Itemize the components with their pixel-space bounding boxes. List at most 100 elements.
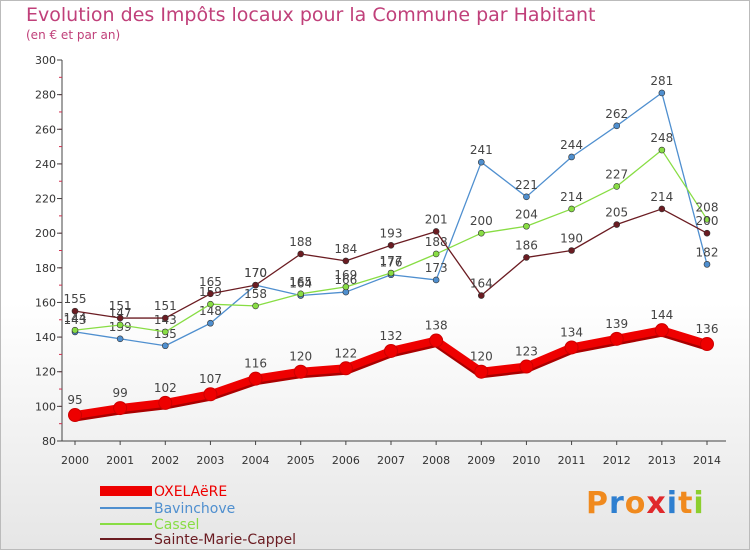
y-tick-label: 80 [42, 435, 56, 448]
data-point [293, 364, 308, 379]
data-label: 214 [650, 190, 673, 204]
data-point [523, 193, 530, 201]
data-point [248, 371, 263, 386]
data-label: 170 [244, 266, 267, 280]
data-label: 144 [650, 308, 673, 322]
data-point [613, 122, 621, 130]
data-point [161, 328, 169, 336]
data-label: 132 [380, 329, 403, 343]
data-label: 116 [244, 357, 267, 371]
data-label: 144 [64, 311, 87, 325]
data-label: 151 [109, 299, 132, 313]
data-point [207, 319, 214, 327]
legend-entry: Bavinchove [154, 501, 235, 517]
data-point [116, 314, 124, 322]
data-point [568, 153, 575, 161]
data-label: 182 [696, 245, 719, 259]
legend-entry: OXELAëRE [154, 484, 227, 500]
data-label: 143 [64, 313, 87, 327]
chart-subtitle: (en € et par an) [26, 28, 121, 42]
chart-title: Evolution des Impôts locaux pour la Comm… [26, 4, 596, 26]
data-point [613, 183, 621, 190]
data-point [703, 261, 711, 268]
data-point [523, 254, 530, 261]
x-tick-label: 2007 [377, 454, 405, 467]
data-point [432, 228, 440, 235]
data-label: 169 [334, 268, 357, 282]
brand-logo-letter: t [678, 486, 694, 521]
data-label: 151 [154, 299, 177, 313]
data-label: 227 [605, 167, 628, 181]
data-label: 200 [696, 214, 719, 228]
brand-logo-letter: P [586, 486, 609, 521]
y-tick-label: 140 [35, 331, 56, 344]
x-tick-label: 2008 [422, 454, 450, 467]
data-label: 262 [605, 107, 628, 121]
data-point [387, 269, 395, 277]
data-label: 204 [515, 207, 538, 221]
brand-logo-letter: i [693, 486, 705, 521]
data-point [71, 307, 79, 315]
x-tick-label: 2001 [106, 454, 134, 467]
data-label: 166 [334, 273, 357, 287]
data-point [519, 359, 534, 374]
data-point [658, 89, 666, 97]
data-point [113, 401, 128, 416]
data-label: 281 [650, 74, 673, 88]
data-label: 200 [470, 214, 493, 228]
brand-logo: Proxiti [586, 486, 705, 521]
data-label: 248 [650, 131, 673, 145]
data-label: 201 [425, 212, 448, 226]
y-tick-label: 260 [35, 123, 56, 136]
data-label: 165 [199, 275, 222, 289]
data-label: 120 [470, 350, 493, 364]
data-point [338, 361, 353, 376]
data-point [161, 314, 169, 322]
data-point [477, 292, 485, 299]
data-label: 155 [64, 292, 87, 306]
data-label: 173 [425, 261, 448, 275]
data-point [116, 335, 124, 343]
data-label: 188 [289, 235, 312, 249]
data-label: 221 [515, 178, 538, 192]
brand-logo-letter: x [646, 486, 667, 521]
x-tick-label: 2009 [467, 454, 495, 467]
data-point [342, 283, 350, 291]
data-point [658, 146, 666, 154]
x-tick-label: 2003 [196, 454, 224, 467]
data-point [654, 323, 669, 338]
y-tick-label: 300 [35, 54, 56, 67]
data-label: 193 [380, 226, 403, 240]
y-tick-label: 160 [35, 296, 56, 309]
data-label: 107 [199, 372, 222, 386]
data-point [568, 247, 575, 254]
data-point [609, 331, 624, 346]
x-tick-label: 2000 [61, 454, 89, 467]
brand-logo-letter: i [666, 486, 679, 521]
data-label: 244 [560, 138, 583, 152]
data-label: 177 [380, 254, 403, 268]
y-tick-label: 100 [35, 400, 56, 413]
y-tick-label: 280 [35, 89, 56, 102]
data-label: 186 [515, 238, 538, 252]
data-label: 120 [289, 350, 312, 364]
y-tick-label: 220 [35, 193, 56, 206]
y-tick-label: 200 [35, 227, 56, 240]
data-label: 164 [470, 277, 493, 291]
data-label: 164 [289, 277, 312, 291]
x-tick-label: 2011 [558, 454, 586, 467]
y-tick-label: 180 [35, 262, 56, 275]
data-point [297, 290, 305, 298]
x-tick-label: 2004 [242, 454, 270, 467]
data-point [252, 281, 259, 289]
data-label: 147 [109, 306, 132, 320]
x-tick-label: 2002 [151, 454, 179, 467]
data-point [523, 222, 530, 230]
x-tick-label: 2010 [512, 454, 540, 467]
brand-logo-letter: r [609, 486, 625, 521]
data-point [474, 364, 489, 379]
legend-entry: Cassel [154, 517, 199, 533]
data-point [387, 242, 395, 249]
data-point [384, 343, 398, 358]
